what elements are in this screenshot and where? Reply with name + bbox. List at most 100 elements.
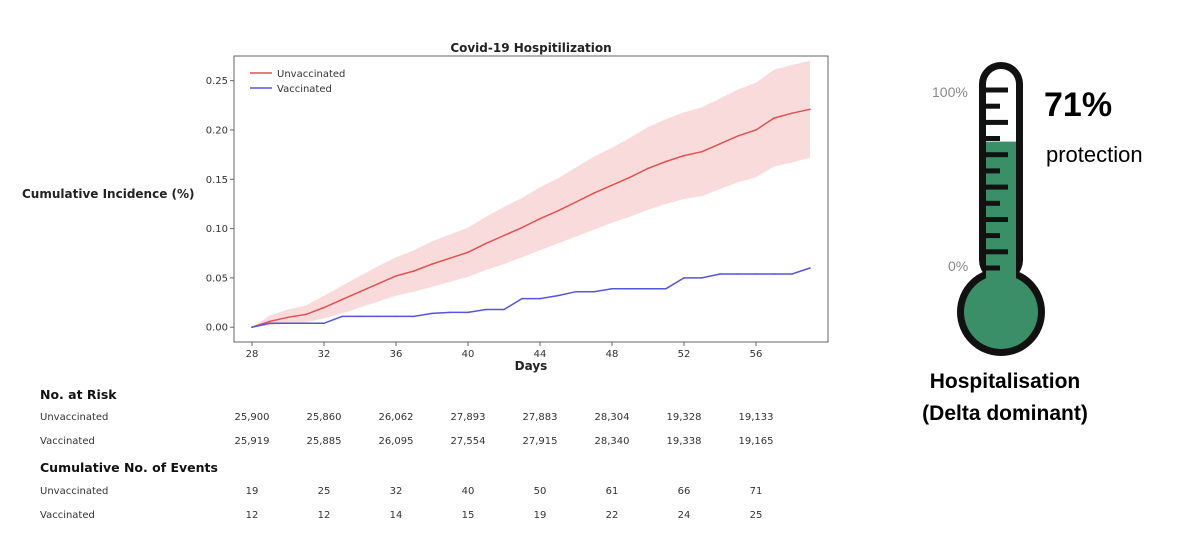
series-0-point (683, 154, 685, 157)
series-1-point (719, 273, 721, 275)
protection-percent: 71% (1044, 86, 1113, 124)
series-1-point (611, 287, 613, 290)
x-tick-label: 44 (534, 349, 547, 360)
series-0-point (593, 192, 595, 194)
series-0-point (665, 160, 667, 163)
series-1-point (323, 322, 325, 325)
series-1-point (539, 297, 541, 300)
thermometer-graphic (957, 62, 1045, 356)
series-line-layer (251, 108, 811, 329)
series-1-point (395, 315, 397, 318)
confidence-band-0 (252, 60, 810, 328)
series-1-point (575, 290, 577, 293)
series-0-point (539, 217, 541, 220)
series-0-point (503, 234, 505, 237)
thermometer-tick (986, 217, 1008, 222)
series-0-point (755, 129, 757, 131)
thermometer-tick (986, 103, 1000, 109)
series-0-point (629, 176, 631, 179)
thermometer-tick (986, 136, 1000, 141)
y-tick-label: 0.00 (206, 323, 228, 334)
x-tick-label: 40 (462, 349, 475, 360)
series-0-point (521, 226, 523, 229)
series-1-point (431, 312, 433, 315)
series-1-point (503, 308, 505, 311)
thermometer-tick (986, 249, 1008, 255)
series-0-point (773, 117, 775, 119)
series-0-point (557, 210, 559, 212)
thermometer-tick (986, 184, 1008, 190)
x-tick-label: 28 (246, 349, 259, 360)
series-0-point (575, 201, 577, 203)
confidence-band-layer (252, 60, 810, 328)
caption-line-1: Hospitalisation (929, 370, 1081, 393)
x-tick-label: 36 (390, 349, 403, 360)
x-tick-label: 48 (606, 349, 619, 360)
series-0-point (413, 270, 415, 272)
series-0-point (485, 242, 487, 245)
series-1-point (485, 308, 487, 311)
series-1-point (647, 287, 649, 290)
plot-frame (233, 55, 829, 343)
x-tick-label: 32 (318, 349, 331, 360)
hospitalization-chart: Covid-19 Hospitilization 0.00 0.05 0.10 0.1… (22, 41, 829, 373)
series-0-point (647, 167, 649, 170)
series-1-point (737, 273, 739, 275)
thermometer-scale-ticks (986, 87, 1008, 271)
y-tick-label: 0.20 (206, 125, 228, 136)
series-0-point (467, 251, 469, 254)
series-0-point (377, 283, 379, 285)
thermometer-bulb-fill (964, 275, 1038, 349)
series-0-point (359, 290, 361, 293)
legend-label-vaccinated: Vaccinated (277, 84, 332, 95)
thermometer-tick (986, 168, 1000, 174)
series-1-point (269, 322, 271, 325)
series-1-point (341, 315, 343, 318)
series-1-point (467, 311, 469, 314)
series-0-point (809, 108, 811, 111)
thermometer-fill (986, 141, 1016, 282)
series-0-point (719, 143, 721, 145)
series-0-point (287, 316, 289, 319)
thermometer-label-0: 0% (948, 258, 969, 274)
y-tick-label: 0.05 (206, 273, 228, 284)
y-axis-ticks: 0.00 0.05 0.10 0.15 0.20 0.25 (206, 76, 234, 334)
series-1-point (359, 315, 361, 318)
series-0-point (305, 313, 307, 316)
x-axis-ticks: 28 32 36 40 44 48 52 56 (246, 342, 762, 360)
series-0-point (341, 298, 343, 301)
series-1-point (413, 315, 415, 318)
series-0-point (737, 135, 739, 137)
series-0-point (611, 184, 613, 186)
series-0-point (701, 150, 703, 153)
chart-title: Covid-19 Hospitilization (450, 41, 611, 55)
series-1-point (665, 287, 667, 290)
thermometer-tick (986, 233, 1000, 239)
series-1-point (521, 297, 523, 300)
series-line-1 (251, 267, 811, 328)
y-tick-label: 0.15 (206, 175, 228, 186)
series-1-point (557, 294, 559, 297)
series-0-point (449, 257, 451, 260)
series-1-point (791, 273, 793, 275)
series-1-point (593, 290, 595, 293)
series-0-point (323, 306, 325, 309)
y-tick-label: 0.10 (206, 224, 228, 235)
thermometer-tick (986, 265, 1000, 271)
y-axis-label: Cumulative Incidence (%) (22, 187, 195, 201)
thermometer-tick (986, 200, 1000, 206)
series-1-point (809, 267, 811, 269)
caption-line-2: (Delta dominant) (922, 402, 1088, 425)
series-1-point (449, 311, 451, 314)
y-tick-label: 0.25 (206, 76, 228, 87)
thermometer-tick (986, 152, 1008, 158)
thermometer-label-100: 100% (932, 84, 968, 100)
series-1-point (305, 322, 307, 325)
series-1-point (683, 277, 685, 279)
x-tick-label: 52 (678, 349, 691, 360)
series-1-point (251, 326, 253, 329)
series-1-point (755, 273, 757, 275)
series-1-point (773, 273, 775, 275)
thermometer-tick (986, 119, 1008, 125)
series-line-0 (251, 108, 811, 328)
